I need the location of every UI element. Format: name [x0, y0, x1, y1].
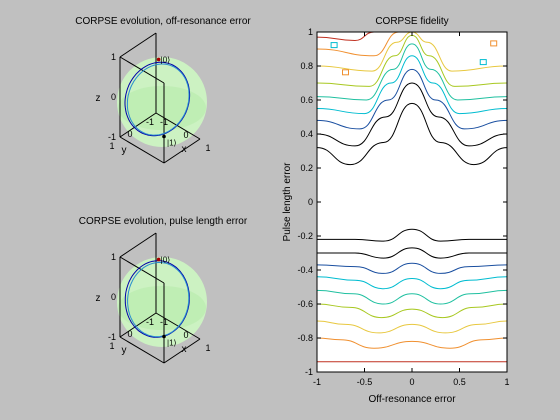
axes-box-edge — [119, 336, 165, 364]
x-tick-neg1: -1 — [160, 117, 168, 127]
contour-level-7-lower — [317, 337, 507, 349]
y-tick-label: -0.6 — [297, 299, 313, 309]
plot-title: CORPSE evolution, off-resonance error — [75, 16, 251, 27]
x-tick-label: -1 — [313, 377, 321, 387]
x-tick-label: -0.5 — [357, 377, 373, 387]
contour-level-8-upper — [317, 32, 375, 42]
y-tick-label: 0.6 — [300, 95, 313, 105]
y-tick-neg1: -1 — [146, 117, 154, 127]
x-tick-label: 0.5 — [453, 377, 466, 387]
bloch-plot-pulse-length: CORPSE evolution, pulse length error |0⟩… — [79, 216, 248, 364]
z-tick-bottom: -1 — [108, 132, 116, 142]
plot-area — [317, 32, 507, 372]
contour-level-2-lower — [317, 262, 507, 274]
contour-loop — [342, 69, 349, 76]
contour-loop — [490, 40, 498, 47]
contour-level-5-lower — [317, 303, 507, 319]
ket1-annotation: |1⟩ — [167, 339, 177, 348]
y-tick-neg1: -1 — [146, 317, 154, 327]
ket1-marker — [162, 134, 166, 139]
contour-level-0-lower — [317, 228, 507, 242]
evolution-curve-error — [126, 63, 190, 136]
axes-box-edge — [119, 312, 157, 338]
sphere-shading — [118, 86, 206, 130]
x-tick-1: 1 — [205, 343, 210, 353]
z-tick-bottom: -1 — [108, 332, 116, 342]
y-tick-label: -0.2 — [297, 231, 313, 241]
y-tick-label: 0.4 — [300, 129, 313, 139]
axes-box-edge — [119, 232, 157, 258]
x-tick-1: 1 — [205, 143, 210, 153]
z-axis-label: z — [96, 93, 101, 104]
axes-box-edge — [119, 136, 165, 164]
z-axis-label: z — [96, 293, 101, 304]
contour-level-6-lower — [317, 320, 507, 334]
evolution-curve-error — [127, 262, 190, 338]
y-tick-label: 0.2 — [300, 163, 313, 173]
z-tick-mid: 0 — [111, 292, 116, 302]
y-tick-label: -0.4 — [297, 265, 313, 275]
contour-level-4-lower — [317, 289, 507, 305]
x-tick-0: 0 — [183, 130, 188, 140]
y-tick-label: -0.8 — [297, 333, 313, 343]
x-axis-label: Off-resonance error — [368, 394, 456, 405]
plot-title: CORPSE fidelity — [375, 16, 448, 27]
x-axis-label: x — [182, 344, 187, 355]
ket1-marker — [162, 334, 166, 339]
y-tick-label: 1 — [308, 27, 313, 37]
y-tick-0: 0 — [127, 129, 132, 139]
y-tick-label: 0.8 — [300, 61, 313, 71]
y-axis-label: y — [122, 145, 127, 156]
axes-box-edge — [163, 138, 201, 164]
bloch-plot-off-resonance: CORPSE evolution, off-resonance error |0… — [75, 16, 251, 164]
ket0-marker — [156, 257, 161, 262]
contour-level-1-upper — [317, 82, 507, 147]
x-tick-label: 0 — [409, 377, 414, 387]
contour-level-3-upper — [317, 55, 507, 115]
x-tick-neg1: -1 — [160, 317, 168, 327]
y-tick-1: 1 — [109, 141, 114, 151]
ket0-annotation: |0⟩ — [161, 255, 171, 264]
contour-level-7-upper — [317, 32, 399, 57]
x-axis-label: x — [182, 144, 187, 155]
ket0-annotation: |0⟩ — [161, 55, 171, 64]
axes-box-edge — [119, 256, 165, 284]
y-axis-label: y — [122, 345, 127, 356]
y-tick-label: 0 — [308, 197, 313, 207]
contour-level-0-upper — [317, 102, 507, 166]
plot-title: CORPSE evolution, pulse length error — [79, 216, 248, 227]
y-tick-label: -1 — [305, 367, 313, 377]
contour-level-6-upper — [317, 32, 507, 72]
x-tick-0: 0 — [183, 330, 188, 340]
contour-level-4-upper — [317, 43, 507, 101]
axes-box-edge — [119, 32, 157, 58]
fidelity-contour-plot: CORPSE fidelity -1 -0.5 0 0.5 1 -1 -0.8 -0.6 -0.… — [282, 16, 510, 405]
contour-loop — [479, 59, 487, 66]
y-axis-label: Pulse length error — [282, 162, 293, 242]
contour-level-2-upper — [317, 68, 507, 130]
axes-box-edge — [163, 338, 201, 364]
axes-box-edge — [119, 112, 157, 138]
ket0-marker — [156, 57, 161, 62]
axes-box-edge — [155, 312, 201, 340]
z-tick-top: 1 — [111, 52, 116, 62]
axes-box-edge — [119, 56, 165, 84]
ket1-annotation: |1⟩ — [167, 139, 177, 148]
z-tick-top: 1 — [111, 252, 116, 262]
y-tick-1: 1 — [109, 341, 114, 351]
x-tick-label: 1 — [504, 377, 509, 387]
contour-loop — [330, 42, 338, 49]
y-tick-0: 0 — [127, 329, 132, 339]
contour-level-3-lower — [317, 276, 507, 290]
z-tick-mid: 0 — [111, 92, 116, 102]
axes-box-edge — [155, 112, 201, 140]
contour-level-1-lower — [317, 247, 507, 259]
